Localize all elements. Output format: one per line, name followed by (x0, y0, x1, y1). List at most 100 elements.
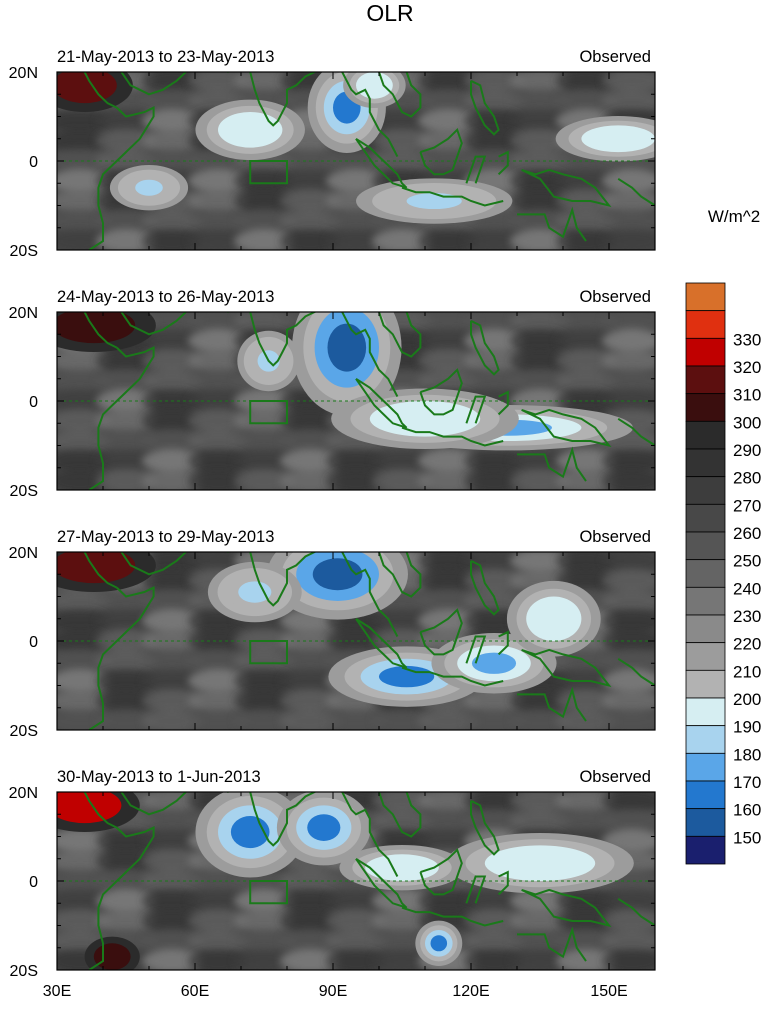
coastline (83, 792, 118, 829)
coastline (521, 648, 612, 688)
field-texture (96, 409, 156, 434)
field-texture (418, 312, 478, 333)
coastline (497, 390, 509, 416)
field-texture (188, 629, 248, 653)
coastline (355, 137, 408, 189)
field-texture (372, 229, 432, 250)
field-texture (510, 792, 570, 813)
field-texture (510, 552, 570, 573)
field-texture (57, 169, 110, 194)
field-texture (188, 348, 248, 373)
field-texture (280, 929, 340, 954)
field-texture (372, 128, 432, 153)
field-texture (188, 949, 248, 970)
field-texture (142, 229, 202, 250)
field-texture (372, 949, 432, 970)
colorbar-swatch (685, 559, 726, 588)
coastline (88, 105, 155, 250)
field-texture (326, 949, 386, 970)
field-texture (142, 328, 202, 353)
coastline (120, 792, 187, 816)
colorbar-tick-label: 310 (733, 386, 761, 405)
coastline (497, 870, 509, 896)
coastline (517, 926, 587, 962)
colorbar-tick-label: 160 (733, 801, 761, 820)
coastline (401, 666, 504, 687)
field-texture (57, 588, 110, 613)
field-texture (142, 889, 202, 914)
colorbar-tick-label: 150 (733, 828, 761, 847)
colorbar-swatch (685, 476, 726, 505)
colorbar-swatch (685, 752, 726, 782)
field-texture (142, 588, 202, 613)
field-texture (96, 649, 156, 674)
coastline (617, 657, 655, 687)
field-texture (280, 889, 340, 914)
field-texture (326, 149, 386, 173)
colorbar-swatch (685, 614, 726, 644)
field-texture (142, 608, 202, 633)
coastline (88, 826, 155, 970)
coastline (419, 608, 463, 656)
lat-tick-label: 20S (10, 483, 38, 500)
field-texture (57, 608, 110, 633)
colorbar-tick-label: 250 (733, 552, 761, 571)
field-texture (602, 368, 655, 393)
panel-label: Observed (579, 768, 651, 786)
olr-contour (506, 852, 574, 874)
colorbar-swatch (685, 780, 726, 810)
field-texture (372, 108, 432, 133)
field-texture (142, 469, 202, 490)
field-texture (602, 929, 655, 954)
field-texture (142, 108, 202, 133)
colorbar-swatch (685, 586, 726, 616)
field-texture (234, 169, 294, 194)
lat-tick-label: 0 (29, 394, 38, 411)
field-texture (57, 409, 110, 434)
field-texture (57, 209, 110, 234)
colorbar-tick-label: 270 (733, 496, 761, 515)
coastline (120, 312, 187, 336)
field-texture (142, 929, 202, 954)
field-texture (280, 469, 340, 490)
field-texture (556, 552, 616, 573)
coastline (521, 168, 612, 208)
field-texture (142, 429, 202, 454)
colorbar-swatch (685, 642, 726, 671)
lat-tick-label: 20N (9, 545, 38, 562)
field-texture (602, 949, 655, 970)
field-texture (96, 689, 156, 714)
field-texture (602, 469, 655, 490)
lat-tick-label: 20N (9, 785, 38, 802)
colorbar-tick-label: 220 (733, 635, 761, 654)
field-texture (142, 449, 202, 474)
field-texture (96, 108, 156, 133)
field-texture (602, 552, 655, 573)
field-texture (142, 88, 202, 113)
field-texture (602, 72, 655, 93)
field-texture (57, 368, 110, 393)
box-region (249, 640, 288, 665)
coastline (419, 127, 463, 176)
lat-tick-label: 20N (9, 65, 38, 82)
field-texture (96, 429, 156, 454)
field-texture (372, 709, 432, 730)
field-texture (280, 709, 340, 730)
field-texture (234, 72, 294, 93)
field-texture (510, 229, 570, 250)
box-region (249, 880, 288, 905)
field-texture (372, 909, 432, 934)
field-texture (510, 108, 570, 133)
panel-period: 21-May-2013 to 23-May-2013 (57, 48, 274, 66)
field-texture (142, 949, 202, 970)
field-texture (464, 552, 524, 573)
field-texture (372, 608, 432, 633)
field-texture (418, 108, 478, 133)
coastline (227, 72, 317, 127)
field-texture (57, 909, 110, 934)
colorbar-tick-label: 200 (733, 690, 761, 709)
field-texture (188, 709, 248, 730)
field-texture (464, 568, 524, 593)
field-texture (234, 949, 294, 970)
olr-contour (93, 943, 131, 970)
